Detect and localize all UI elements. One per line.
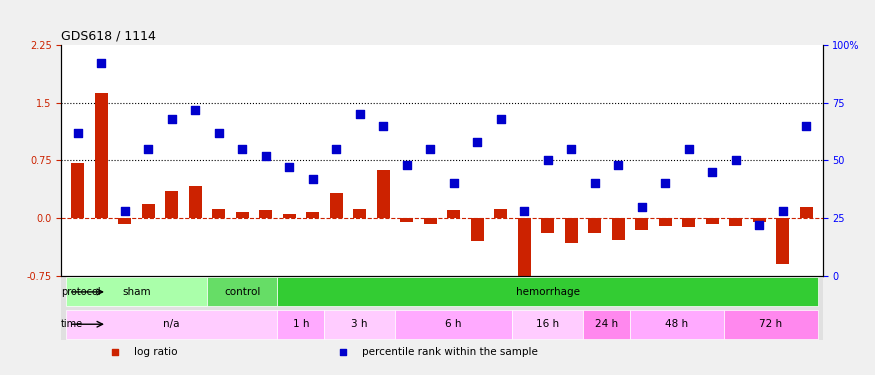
Point — [634, 204, 648, 210]
Point — [305, 176, 319, 182]
Point — [705, 169, 719, 175]
Bar — [471, 218, 484, 241]
Point — [235, 146, 249, 152]
Bar — [118, 218, 131, 224]
Bar — [94, 93, 108, 218]
Text: control: control — [224, 287, 261, 297]
Bar — [424, 218, 437, 224]
Bar — [277, 310, 325, 339]
Text: hemorrhage: hemorrhage — [515, 287, 579, 297]
Text: sham: sham — [123, 287, 150, 297]
Bar — [354, 209, 366, 218]
Point — [141, 146, 155, 152]
Bar — [213, 209, 225, 218]
Bar — [142, 204, 155, 218]
Point — [541, 158, 555, 164]
Bar — [71, 163, 84, 218]
Text: GDS618 / 1114: GDS618 / 1114 — [61, 30, 156, 42]
Point — [611, 162, 625, 168]
Point — [282, 164, 296, 170]
Point — [329, 146, 343, 152]
Bar — [165, 191, 178, 218]
Text: 24 h: 24 h — [595, 319, 618, 329]
Point — [117, 208, 132, 214]
Bar — [729, 218, 742, 226]
Text: log ratio: log ratio — [134, 348, 177, 357]
Bar — [277, 278, 818, 306]
Bar — [283, 214, 296, 218]
Point — [188, 106, 202, 112]
Bar — [752, 218, 766, 222]
Bar — [588, 218, 601, 234]
Bar — [447, 210, 460, 218]
Bar — [376, 170, 389, 218]
Text: 1 h: 1 h — [292, 319, 309, 329]
Text: 16 h: 16 h — [536, 319, 559, 329]
Bar — [564, 218, 578, 243]
Bar — [541, 218, 554, 234]
Text: time: time — [61, 319, 83, 329]
Point — [658, 180, 672, 186]
Bar — [518, 218, 530, 276]
Point — [164, 116, 178, 122]
Bar — [206, 278, 277, 306]
Point — [424, 146, 438, 152]
Bar — [259, 210, 272, 218]
Bar — [513, 310, 583, 339]
Bar — [66, 310, 277, 339]
Point — [212, 130, 226, 136]
Point — [564, 146, 578, 152]
Text: n/a: n/a — [164, 319, 180, 329]
Point — [446, 180, 460, 186]
Point — [71, 130, 85, 136]
Bar — [330, 194, 343, 218]
Point — [493, 116, 507, 122]
Bar — [724, 310, 818, 339]
Point — [588, 180, 602, 186]
Point — [470, 139, 484, 145]
Bar — [776, 218, 789, 264]
Point — [376, 123, 390, 129]
Text: percentile rank within the sample: percentile rank within the sample — [362, 348, 538, 357]
Point — [517, 208, 531, 214]
Bar — [235, 212, 248, 218]
Bar — [705, 218, 718, 224]
Point — [94, 60, 108, 66]
Text: 72 h: 72 h — [760, 319, 782, 329]
Bar — [325, 310, 395, 339]
Point — [400, 162, 414, 168]
Bar — [635, 218, 648, 229]
Point — [729, 158, 743, 164]
Text: 6 h: 6 h — [445, 319, 462, 329]
Point — [682, 146, 696, 152]
Point — [353, 111, 367, 117]
Bar — [630, 310, 724, 339]
Bar — [612, 218, 625, 240]
Bar — [494, 209, 507, 218]
Bar — [66, 278, 206, 306]
Bar — [659, 218, 671, 226]
Bar — [395, 310, 513, 339]
Point — [775, 208, 789, 214]
Bar — [682, 218, 695, 227]
Point — [259, 153, 273, 159]
Text: 48 h: 48 h — [665, 319, 689, 329]
Text: 3 h: 3 h — [352, 319, 367, 329]
Bar — [800, 207, 813, 218]
Bar — [583, 310, 630, 339]
Point — [799, 123, 813, 129]
Text: protocol: protocol — [61, 287, 101, 297]
Point — [752, 222, 766, 228]
Bar — [400, 218, 413, 222]
Bar — [306, 212, 319, 218]
Bar — [189, 186, 201, 218]
